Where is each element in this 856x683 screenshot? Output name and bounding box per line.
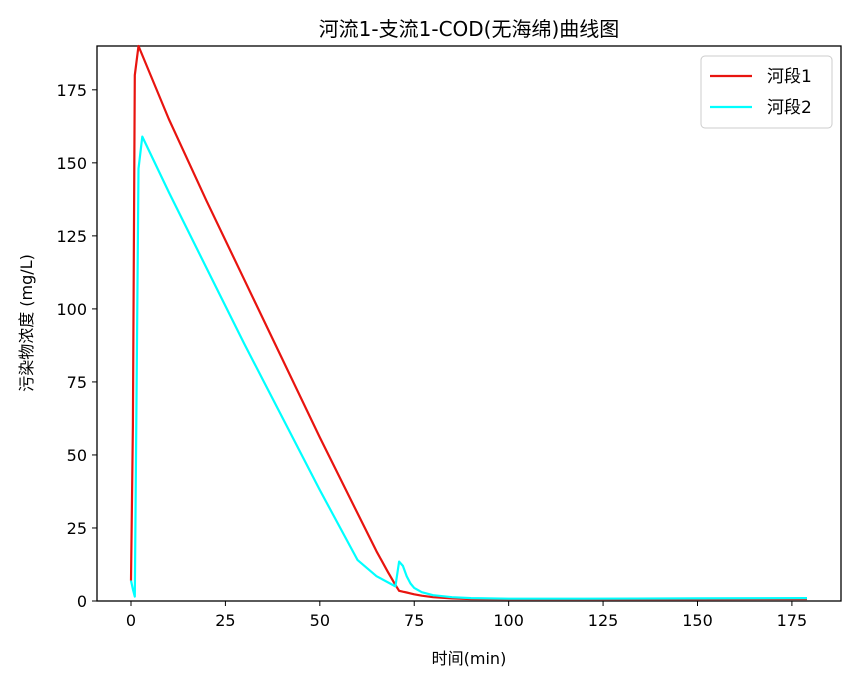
series-line-1 xyxy=(129,44,808,601)
series-lines xyxy=(129,44,808,601)
y-axis-label: 污染物浓度 (mg/L) xyxy=(17,254,36,392)
y-tick-label: 100 xyxy=(56,300,87,319)
x-tick-label: 175 xyxy=(777,611,808,630)
plot-frame xyxy=(96,45,842,602)
series-line-2 xyxy=(129,135,808,600)
y-tick-label: 75 xyxy=(67,373,87,392)
y-tick-label: 0 xyxy=(77,592,87,611)
x-tick-label: 100 xyxy=(493,611,524,630)
x-tick-label: 125 xyxy=(588,611,619,630)
y-tick-label: 50 xyxy=(67,446,87,465)
y-axis-ticks: 0 25 50 75 100 125 150 175 xyxy=(56,81,97,611)
x-tick-label: 75 xyxy=(404,611,424,630)
x-tick-label: 25 xyxy=(215,611,235,630)
legend: 河段1 河段2 xyxy=(700,55,833,129)
y-tick-label: 150 xyxy=(56,154,87,173)
x-axis-label: 时间(min) xyxy=(432,649,507,668)
y-tick-label: 175 xyxy=(56,81,87,100)
chart-title: 河流1-支流1-COD(无海绵)曲线图 xyxy=(319,17,620,41)
x-axis-ticks: 0 25 50 75 100 125 150 175 xyxy=(126,601,807,630)
legend-box xyxy=(700,55,833,129)
legend-label-2: 河段2 xyxy=(767,98,812,118)
y-tick-label: 25 xyxy=(67,519,87,538)
x-tick-label: 0 xyxy=(126,611,136,630)
x-tick-label: 150 xyxy=(682,611,713,630)
legend-label-1: 河段1 xyxy=(767,67,812,87)
y-tick-label: 125 xyxy=(56,227,87,246)
x-tick-label: 50 xyxy=(310,611,330,630)
